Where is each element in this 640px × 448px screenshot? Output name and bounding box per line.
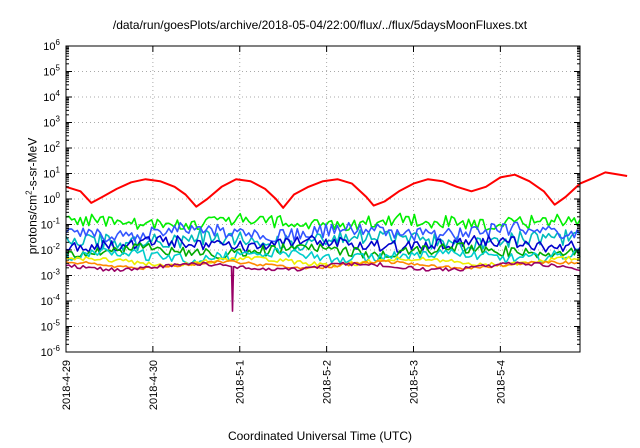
y-tick-label: 106	[43, 38, 60, 53]
y-tick-label: 10-3	[41, 268, 61, 283]
series-line-1	[65, 171, 628, 209]
y-tick-label: 10-2	[41, 242, 61, 257]
y-tick-label: 101	[43, 166, 60, 181]
x-tick-label: 2018-4-30	[148, 360, 160, 410]
y-axis-label: protons/cm2-s-sr-MeV	[25, 138, 40, 254]
y-tick-label: 10-5	[41, 319, 61, 334]
y-tick-label: 10-4	[41, 293, 61, 308]
x-tick-label: 2018-5-2	[322, 360, 334, 404]
x-tick-label: 2018-4-29	[61, 360, 73, 410]
y-tick-label: 100	[43, 191, 60, 206]
x-tick-label: 2018-5-3	[408, 360, 420, 404]
series-line-6	[65, 242, 581, 261]
series-line-10	[65, 261, 581, 312]
y-tick-label: 10-1	[41, 217, 61, 232]
y-axis-label-suffix: -s-sr-MeV	[25, 137, 40, 191]
series-line-3	[65, 228, 581, 252]
y-tick-label: 105	[43, 64, 60, 79]
series-line-8	[65, 255, 581, 268]
y-tick-label: 103	[43, 115, 60, 130]
chart-title: /data/run/goesPlots/archive/2018-05-04/2…	[112, 18, 528, 32]
y-axis-label-prefix: protons/cm	[25, 194, 40, 255]
series-line-2	[65, 212, 581, 232]
y-tick-label: 102	[43, 140, 60, 155]
grid	[66, 46, 580, 352]
series-lines	[65, 171, 628, 312]
x-axis-label: Coordinated Universal Time (UTC)	[227, 429, 413, 443]
x-tick-label: 2018-5-1	[235, 360, 247, 404]
y-tick-label: 10-6	[41, 344, 61, 359]
y-axis-label-sup: 2	[24, 190, 34, 195]
series-line-5	[65, 234, 581, 254]
x-tick-label: 2018-5-4	[495, 360, 507, 404]
y-tick-label: 104	[43, 89, 60, 104]
series-line-4	[65, 221, 581, 243]
series-line-7	[65, 247, 581, 265]
